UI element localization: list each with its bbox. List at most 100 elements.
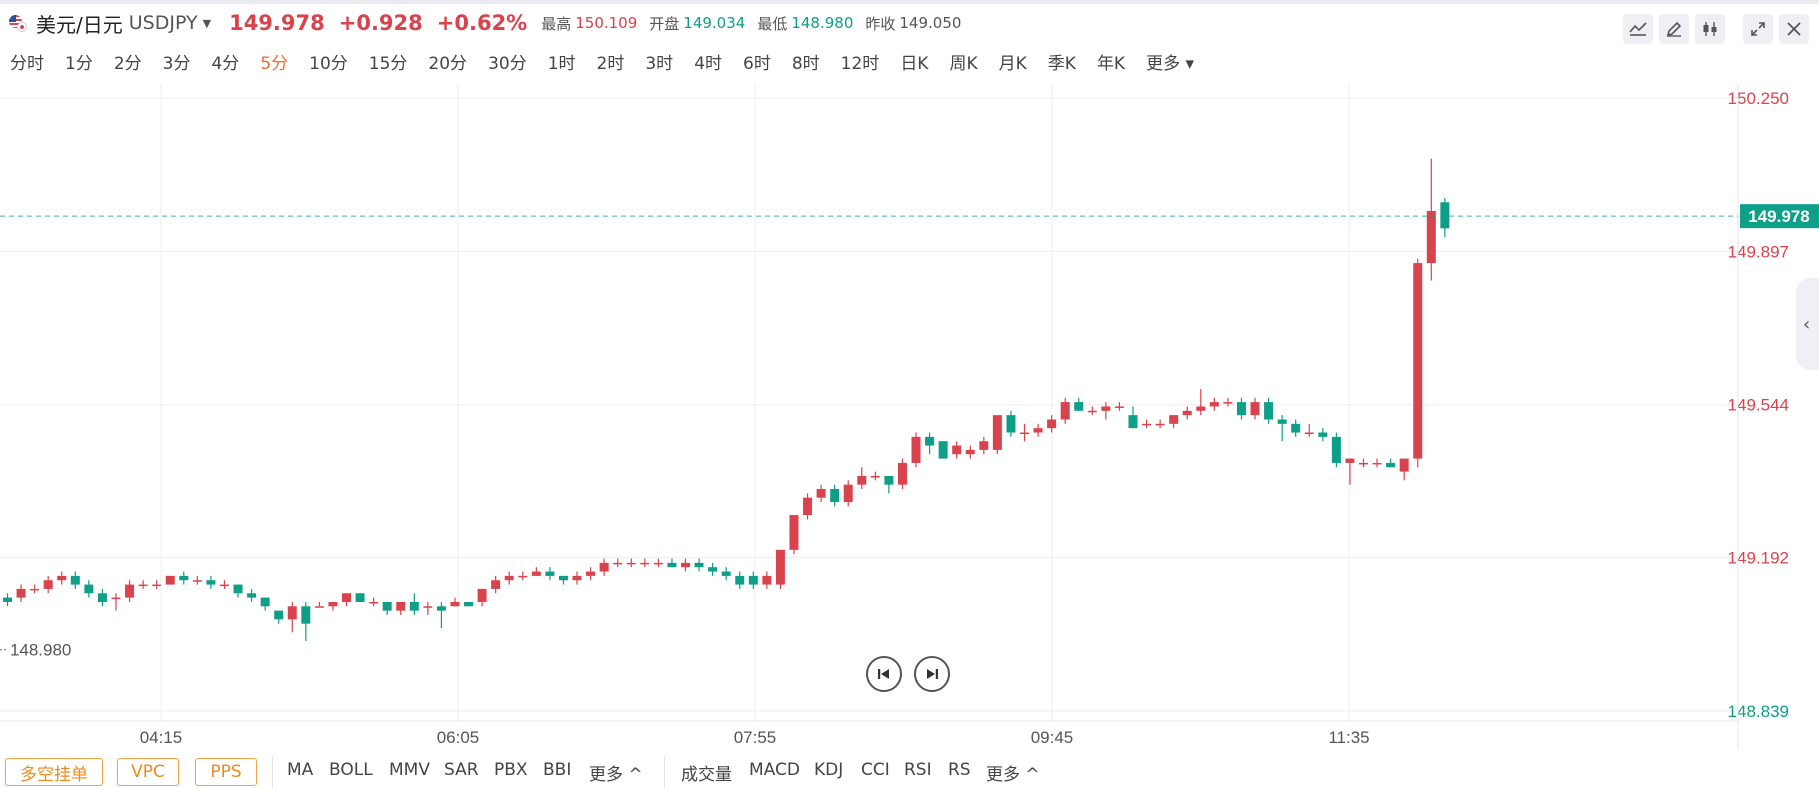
candle-body bbox=[1142, 423, 1152, 426]
candle-body bbox=[491, 580, 501, 589]
candle-body bbox=[735, 575, 745, 585]
candle-body bbox=[1291, 423, 1301, 433]
indicator-rs[interactable]: RS bbox=[948, 760, 971, 780]
tab-interval[interactable]: 3时 bbox=[645, 53, 674, 74]
indicator-macd[interactable]: MACD bbox=[749, 760, 800, 780]
low-marker-label: 148.980 bbox=[10, 641, 71, 660]
tab-interval[interactable]: 4分 bbox=[211, 53, 240, 74]
price-change: +0.928 bbox=[338, 11, 423, 35]
instrument-name[interactable]: 美元/日元 bbox=[36, 12, 123, 37]
next-icon[interactable] bbox=[914, 656, 950, 692]
indicator-bbi[interactable]: BBI bbox=[543, 760, 572, 780]
candle-body bbox=[816, 488, 826, 498]
tab-interval[interactable]: 年K bbox=[1096, 53, 1126, 74]
quote-header: 美元/日元 USDJPY ▼ 149.978 +0.928 +0.62% 最高 … bbox=[0, 8, 1560, 38]
candle-body bbox=[667, 562, 677, 568]
candle-body bbox=[979, 441, 989, 450]
indicator-boll[interactable]: BOLL bbox=[329, 760, 373, 780]
long-short-orders-button[interactable]: 多空挂单 bbox=[5, 758, 103, 786]
more-label: 更多 bbox=[986, 765, 1020, 785]
candle-body bbox=[613, 562, 623, 565]
tab-interval[interactable]: 4时 bbox=[694, 53, 723, 74]
candle-body bbox=[355, 593, 365, 602]
tab-interval[interactable]: 10分 bbox=[309, 53, 348, 74]
candlestick-chart[interactable]: 150.250 149.897 149.544 149.192 148.839 04:15… bbox=[0, 84, 1819, 749]
candle-body bbox=[1345, 458, 1355, 463]
candle-body bbox=[1440, 202, 1450, 229]
pen-icon[interactable] bbox=[1659, 14, 1689, 44]
open-label: 开盘 bbox=[649, 14, 680, 33]
candle-body bbox=[192, 580, 202, 582]
sub-indicator-more[interactable]: 更多 ^ bbox=[986, 765, 1040, 785]
indicator-rsi[interactable]: RSI bbox=[904, 760, 932, 780]
tab-interval[interactable]: 15分 bbox=[368, 53, 408, 74]
chevron-down-icon[interactable]: ▼ bbox=[202, 16, 212, 30]
candle-body bbox=[70, 575, 80, 585]
candle-body bbox=[342, 593, 351, 602]
pps-button[interactable]: PPS bbox=[195, 758, 257, 786]
interval-tabs: 分时 1分 2分 3分 4分 5分 10分 15分 20分 30分 1时 2时 3时 4时 6时 8时 12时日… bbox=[0, 48, 1205, 74]
tab-interval[interactable]: 分时 bbox=[10, 53, 44, 74]
indicator-volume[interactable]: 成交量 bbox=[681, 765, 732, 785]
candle-body bbox=[694, 562, 704, 568]
indicator-kdj[interactable]: KDJ bbox=[814, 760, 844, 780]
tab-interval[interactable]: 2分 bbox=[113, 53, 142, 74]
prev-close-label: 昨收 bbox=[865, 14, 896, 33]
last-price: 149.978 bbox=[229, 11, 325, 35]
tab-interval[interactable]: 3分 bbox=[162, 53, 191, 74]
tab-interval[interactable]: 2时 bbox=[596, 53, 625, 74]
indicator-ma[interactable]: MA bbox=[287, 760, 314, 780]
open-value: 149.034 bbox=[683, 14, 746, 32]
candle-body bbox=[708, 567, 718, 572]
candle-body bbox=[287, 606, 297, 620]
expand-icon[interactable] bbox=[1743, 14, 1773, 44]
tab-interval[interactable]: 1分 bbox=[65, 53, 93, 74]
low-value: 148.980 bbox=[791, 14, 854, 32]
tab-interval[interactable]: 月K bbox=[998, 53, 1027, 74]
indicator-sar[interactable]: SAR bbox=[444, 760, 479, 780]
candle-body bbox=[1386, 462, 1396, 468]
y-axis-tick-label: 149.192 bbox=[1728, 549, 1789, 568]
instrument-symbol[interactable]: USDJPY bbox=[128, 12, 198, 34]
candle-body bbox=[233, 584, 243, 594]
tab-interval[interactable]: 1时 bbox=[547, 53, 576, 74]
tab-interval[interactable]: 12时 bbox=[840, 53, 880, 74]
collapse-chevron-icon[interactable]: ‹ bbox=[1796, 278, 1819, 370]
indicator-pbx[interactable]: PBX bbox=[494, 760, 528, 780]
tab-interval[interactable]: 日K bbox=[900, 53, 929, 74]
candle-body bbox=[1413, 263, 1423, 459]
candle-body bbox=[1128, 415, 1138, 429]
candle-body bbox=[653, 562, 663, 565]
tab-interval[interactable]: 5分 bbox=[260, 53, 289, 74]
tab-interval[interactable]: 6时 bbox=[743, 53, 771, 74]
tab-interval[interactable]: 8时 bbox=[791, 53, 820, 74]
indicator-mmv[interactable]: MMV bbox=[389, 760, 430, 780]
candle-body bbox=[260, 597, 270, 607]
candle-body bbox=[396, 601, 406, 611]
candle-settings-icon[interactable] bbox=[1695, 14, 1725, 44]
candle-body bbox=[409, 601, 419, 611]
tab-interval[interactable]: 30分 bbox=[488, 53, 527, 74]
main-indicator-more[interactable]: 更多 ^ bbox=[589, 765, 643, 785]
candle-body bbox=[111, 597, 121, 600]
tab-interval[interactable]: 季K bbox=[1047, 53, 1076, 74]
indicator-icon[interactable] bbox=[1623, 14, 1653, 44]
candle-body bbox=[464, 601, 474, 607]
candle-body bbox=[857, 475, 867, 485]
x-axis-tick-label: 07:55 bbox=[734, 728, 777, 747]
indicator-cci[interactable]: CCI bbox=[861, 760, 890, 780]
tab-interval[interactable]: 20分 bbox=[428, 53, 468, 74]
candle-body bbox=[775, 549, 785, 585]
candle-body bbox=[138, 584, 148, 587]
candle-body bbox=[1250, 402, 1260, 416]
candle-body bbox=[1006, 415, 1016, 433]
close-icon[interactable] bbox=[1779, 14, 1809, 44]
top-border bbox=[0, 0, 1819, 4]
tab-interval[interactable]: 更多 ▾ bbox=[1146, 53, 1195, 74]
vpc-button[interactable]: VPC bbox=[117, 758, 179, 786]
candle-body bbox=[1182, 410, 1192, 416]
prev-icon[interactable] bbox=[866, 656, 902, 692]
tab-interval[interactable]: 周K bbox=[949, 53, 978, 74]
candle-body bbox=[206, 580, 216, 585]
candle-body bbox=[382, 601, 392, 611]
